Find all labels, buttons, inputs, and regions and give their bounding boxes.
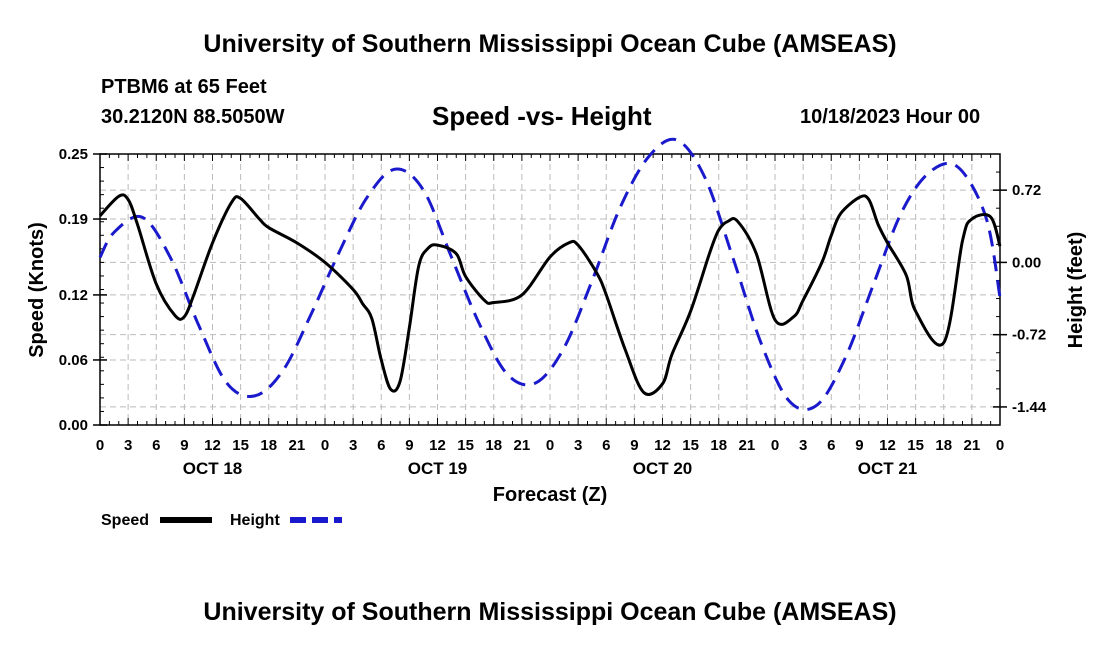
speed-series-line <box>98 193 1002 396</box>
x-tick-label: 6 <box>827 437 835 454</box>
chart-main-title: University of Southern Mississippi Ocean… <box>203 30 897 58</box>
x-tick-label: 9 <box>180 437 188 454</box>
date-label: OCT 19 <box>408 459 468 478</box>
date-label: OCT 18 <box>183 459 243 478</box>
forecast-datetime: 10/18/2023 Hour 00 <box>800 106 981 128</box>
x-tick-label: 15 <box>457 437 474 454</box>
x-tick-label: 21 <box>514 437 531 454</box>
y2-axis-title: Height (feet) <box>1065 232 1087 349</box>
y-tick-label: 0.19 <box>59 211 88 228</box>
y-tick-label: 0.12 <box>59 287 88 304</box>
speed-height-chart: 0 3 6 9 12 15 18 21 0 3 6 9 12 15 18 21 0 3 6 9 12 15 18 21 0 3 6 9… <box>26 137 1087 529</box>
x-tick-label: 12 <box>879 437 896 454</box>
y-tick-label: 0.25 <box>59 146 88 163</box>
x-tick-label: 15 <box>907 437 924 454</box>
legend-speed-label: Speed <box>101 512 149 529</box>
x-tick-label: 0 <box>321 437 329 454</box>
x-tick-label: 9 <box>855 437 863 454</box>
x-tick-label: 0 <box>771 437 779 454</box>
date-label: OCT 20 <box>633 459 693 478</box>
y-tick-label: 0.00 <box>59 417 88 434</box>
x-tick-label: 18 <box>710 437 727 454</box>
x-tick-label: 3 <box>349 437 357 454</box>
y2-tick-label: 0.72 <box>1012 182 1041 199</box>
x-tick-label: 21 <box>964 437 981 454</box>
x-tick-label: 18 <box>485 437 502 454</box>
x-tick-label: 6 <box>602 437 610 454</box>
x-axis-title: Forecast (Z) <box>493 484 607 506</box>
y-tick-label: 0.06 <box>59 352 88 369</box>
x-tick-label: 12 <box>204 437 221 454</box>
station-label: PTBM6 at 65 Feet <box>101 76 267 98</box>
y2-tick-label: -0.72 <box>1012 327 1046 344</box>
x-tick-label: 12 <box>429 437 446 454</box>
x-tick-label: 21 <box>289 437 306 454</box>
x-tick-label: 3 <box>124 437 132 454</box>
y-axis-title: Speed (Knots) <box>26 222 48 358</box>
x-tick-label: 15 <box>682 437 699 454</box>
x-tick-label: 0 <box>546 437 554 454</box>
chart-subtitle: Speed -vs- Height <box>432 101 652 131</box>
y2-tick-label: 0.00 <box>1012 254 1041 271</box>
x-tick-label: 15 <box>232 437 249 454</box>
x-tick-label: 18 <box>935 437 952 454</box>
coordinates-label: 30.2120N 88.5050W <box>101 106 285 128</box>
x-tick-label: 18 <box>260 437 277 454</box>
x-tick-label: 6 <box>377 437 385 454</box>
x-tick-label: 9 <box>405 437 413 454</box>
chart-footer-title: University of Southern Mississippi Ocean… <box>203 598 897 626</box>
x-tick-label: 0 <box>996 437 1004 454</box>
legend-height-label: Height <box>230 512 280 529</box>
x-tick-label: 6 <box>152 437 160 454</box>
x-tick-label: 9 <box>630 437 638 454</box>
y2-tick-label: -1.44 <box>1012 399 1047 416</box>
x-tick-label: 21 <box>739 437 756 454</box>
x-tick-label: 3 <box>799 437 807 454</box>
x-tick-label: 0 <box>96 437 104 454</box>
height-series-line <box>98 137 1002 412</box>
x-tick-label: 12 <box>654 437 671 454</box>
date-label: OCT 21 <box>858 459 918 478</box>
x-tick-label: 3 <box>574 437 582 454</box>
